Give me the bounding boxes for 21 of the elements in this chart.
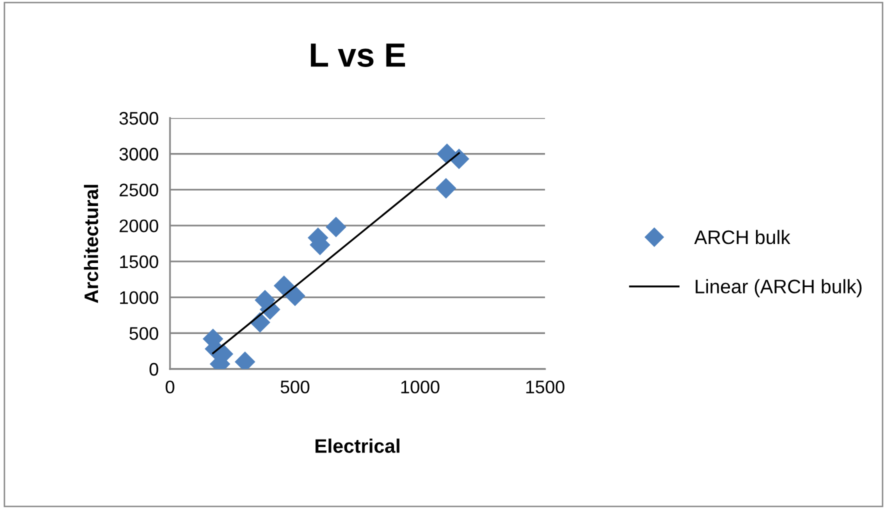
y-tick-label: 1500 — [120, 255, 158, 268]
point — [284, 286, 306, 306]
y-tick-label: 2000 — [120, 220, 158, 232]
x-tick-label: 500 — [280, 380, 310, 394]
y-axis-title: Architectural — [84, 184, 98, 303]
x-tick-label: 1500 — [526, 380, 564, 394]
legend-label: Linear (ARCH bulk) — [696, 279, 862, 298]
y-tick-label: 3000 — [119, 148, 158, 161]
point — [436, 178, 456, 199]
x-tick-label: 0 — [166, 380, 174, 394]
y-tick-label: 500 — [129, 327, 158, 340]
point — [326, 216, 346, 238]
chart-title: L vs E — [310, 44, 406, 67]
y-tick-label: 2500 — [120, 184, 158, 196]
point — [274, 276, 294, 296]
y-tick-label: 3500 — [119, 112, 158, 125]
x-axis-title: Electrical — [316, 438, 400, 453]
y-tick-label: 1000 — [120, 291, 158, 304]
y-tick-label: 0 — [150, 362, 158, 376]
x-tick-label: 1000 — [401, 380, 440, 394]
legend-label: ARCH bulk — [694, 230, 790, 244]
